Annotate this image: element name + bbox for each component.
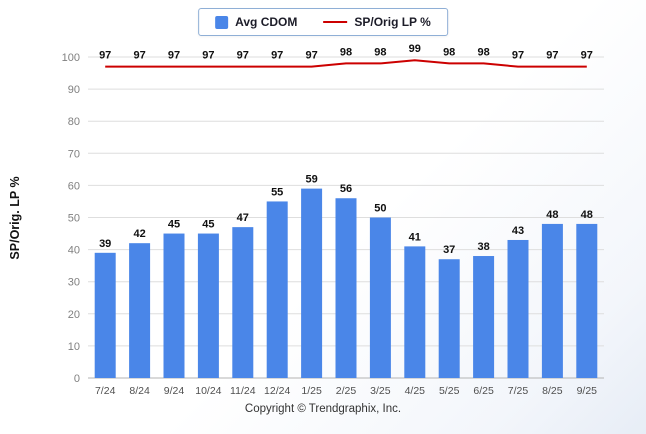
y-tick-label: 70 <box>68 148 80 160</box>
x-tick-label: 11/24 <box>230 385 256 397</box>
y-tick-label: 0 <box>74 373 80 385</box>
bar-value-label: 50 <box>374 203 386 215</box>
bar-9/25 <box>576 223 598 378</box>
bar-8/25 <box>541 223 563 378</box>
bar-value-label: 38 <box>477 241 489 253</box>
bar-value-label: 42 <box>133 228 145 240</box>
bar-7/25 <box>507 239 529 378</box>
bar-3/25 <box>369 217 391 378</box>
y-tick-label: 30 <box>68 277 80 289</box>
legend-item-sp-orig-lp: SP/Orig LP % <box>323 15 431 29</box>
line-value-label: 97 <box>271 50 283 62</box>
y-tick-label: 90 <box>68 84 80 96</box>
sp-orig-lp-line <box>105 59 587 68</box>
bar-value-label: 39 <box>99 238 111 250</box>
line-value-label: 97 <box>546 50 558 62</box>
x-tick-label: 6/25 <box>473 385 494 397</box>
line-value-label: 98 <box>477 46 489 58</box>
x-tick-label: 3/25 <box>370 385 391 397</box>
line-value-label: 98 <box>374 46 386 58</box>
legend-label-sp-orig-lp: SP/Orig LP % <box>354 15 431 29</box>
line-value-label: 97 <box>581 50 593 62</box>
bar-10/24 <box>197 233 219 378</box>
bar-series-swatch-icon <box>215 15 229 29</box>
x-tick-label: 8/25 <box>542 385 563 397</box>
x-tick-label: 12/24 <box>264 385 290 397</box>
bar-value-label: 47 <box>237 212 249 224</box>
bar-value-label: 43 <box>512 225 524 237</box>
line-value-label: 97 <box>305 50 317 62</box>
y-tick-label: 50 <box>68 213 80 225</box>
bar-6/25 <box>473 256 495 378</box>
x-tick-label: 9/25 <box>577 385 598 397</box>
bar-value-label: 41 <box>409 231 421 243</box>
y-tick-label: 40 <box>68 245 80 257</box>
y-tick-label: 100 <box>62 52 80 64</box>
line-series-swatch-icon <box>323 20 348 24</box>
line-value-label: 97 <box>237 50 249 62</box>
bar-5/25 <box>438 259 460 378</box>
bar-9/24 <box>163 233 185 378</box>
line-value-label: 97 <box>168 50 180 62</box>
bar-value-label: 45 <box>168 219 180 231</box>
line-value-label: 97 <box>99 50 111 62</box>
bar-value-label: 45 <box>202 219 214 231</box>
bar-4/25 <box>404 246 426 378</box>
x-tick-label: 8/24 <box>129 385 150 397</box>
bar-value-label: 37 <box>443 244 455 256</box>
bar-2/25 <box>335 198 357 378</box>
line-value-label: 99 <box>409 43 421 55</box>
y-axis-title: SP/Orig. LP % <box>8 176 22 260</box>
bar-12/24 <box>266 201 288 378</box>
x-tick-label: 10/24 <box>195 385 221 397</box>
bar-value-label: 55 <box>271 186 283 198</box>
y-tick-label: 20 <box>68 309 80 321</box>
bar-value-label: 48 <box>546 209 558 221</box>
x-tick-label: 4/25 <box>405 385 426 397</box>
y-tick-label: 60 <box>68 180 80 192</box>
y-tick-label: 80 <box>68 116 80 128</box>
bar-value-label: 56 <box>340 183 352 195</box>
line-value-label: 97 <box>512 50 524 62</box>
bar-value-label: 48 <box>581 209 593 221</box>
x-tick-label: 5/25 <box>439 385 460 397</box>
x-tick-label: 2/25 <box>336 385 357 397</box>
bar-1/25 <box>301 188 323 378</box>
line-value-label: 98 <box>443 46 455 58</box>
line-value-label: 98 <box>340 46 352 58</box>
bar-11/24 <box>232 227 254 378</box>
line-value-label: 97 <box>133 50 145 62</box>
bar-value-label: 59 <box>305 174 317 186</box>
bar-7/24 <box>94 252 116 378</box>
line-value-label: 97 <box>202 50 214 62</box>
x-tick-label: 7/24 <box>95 385 116 397</box>
legend-label-avg-cdom: Avg CDOM <box>235 15 298 29</box>
x-tick-label: 1/25 <box>301 385 322 397</box>
legend-item-avg-cdom: Avg CDOM <box>215 15 297 29</box>
copyright-text: Copyright © Trendgraphix, Inc. <box>244 403 402 415</box>
y-tick-label: 10 <box>68 341 80 353</box>
chart-legend: Avg CDOM SP/Orig LP % <box>198 8 448 36</box>
bar-8/24 <box>129 243 151 378</box>
x-tick-label: 7/25 <box>508 385 529 397</box>
x-tick-label: 9/24 <box>164 385 185 397</box>
